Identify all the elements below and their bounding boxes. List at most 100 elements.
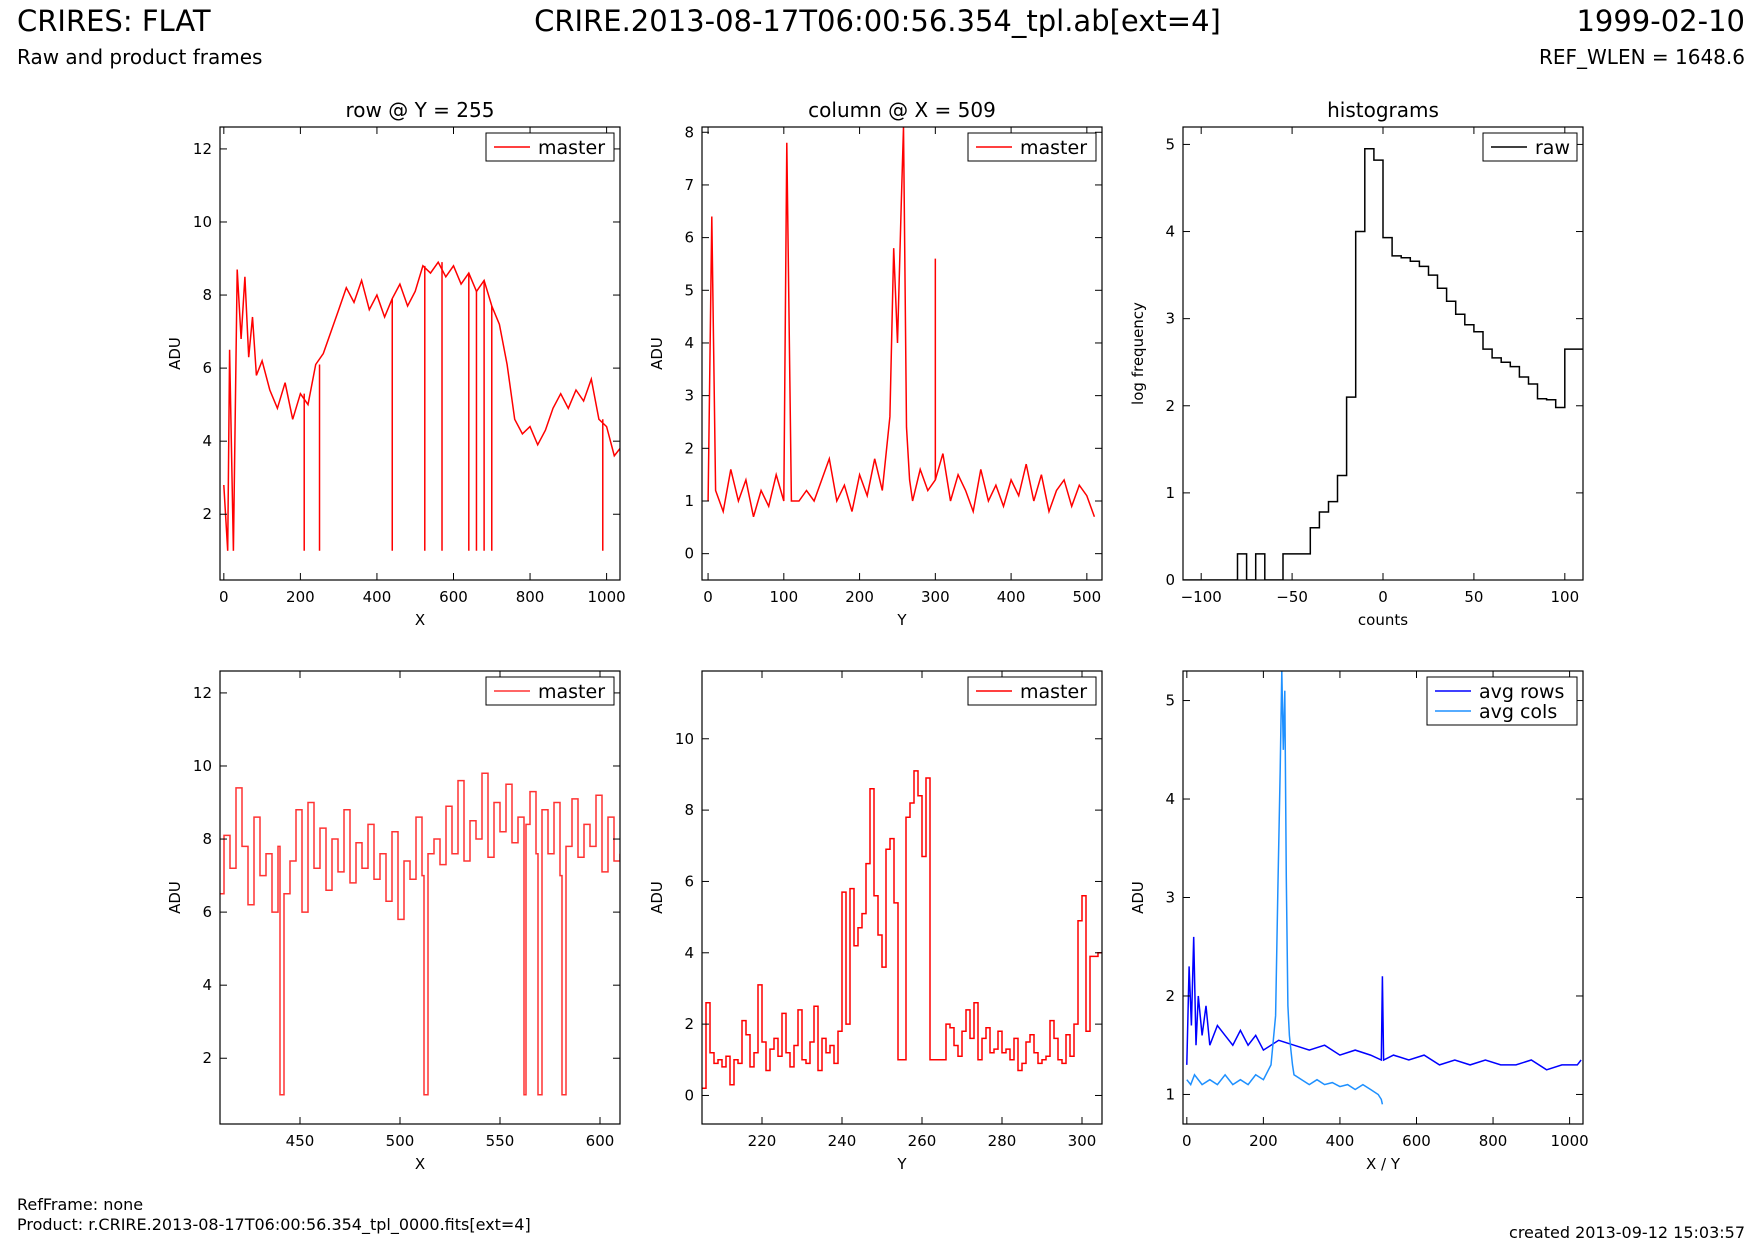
series-line-avg-rows [1186, 936, 1582, 1071]
x-tick-label: 500 [1073, 588, 1102, 606]
y-tick-label: 3 [1165, 310, 1175, 328]
chart-row-zoom: 450 500 550 600 2 4 6 8 10 12 X ADU master [166, 670, 621, 1173]
series-line-master [707, 127, 1096, 518]
x-axis-label: Y [896, 1155, 907, 1173]
y-tick-label: 10 [675, 730, 694, 748]
x-tick-label: 200 [286, 588, 315, 606]
y-tick-label: 4 [1165, 790, 1175, 808]
y-tick-label: 4 [202, 976, 212, 994]
x-tick-label: 300 [1068, 1132, 1097, 1150]
x-tick-label: 100 [769, 588, 798, 606]
legend-label: avg rows [1479, 681, 1564, 703]
x-tick-label: 0 [1182, 1132, 1192, 1150]
y-tick-label: 3 [1165, 889, 1175, 907]
x-tick-label: −50 [1276, 588, 1308, 606]
x-tick-label: 400 [1326, 1132, 1355, 1150]
x-tick-label: 200 [845, 588, 874, 606]
plot-frame [219, 670, 621, 1125]
x-axis-label: X / Y [1366, 1155, 1401, 1173]
x-tick-label: 800 [1479, 1132, 1508, 1150]
legend-label: master [1020, 681, 1087, 703]
y-tick-label: 10 [193, 213, 212, 231]
y-tick-label: 5 [1165, 692, 1175, 710]
x-tick-label: 600 [586, 1132, 615, 1150]
x-axis-label: X [415, 611, 425, 629]
x-tick-label: 1000 [1551, 1132, 1589, 1150]
chart-column-raw: 0 100 200 300 400 500 0 1 2 3 4 5 6 7 8 column @ X = 50… [648, 98, 1103, 629]
plot-frame [701, 126, 1103, 581]
y-tick-label: 2 [202, 1049, 212, 1067]
x-axis-label: counts [1358, 611, 1408, 629]
y-tick-label: 2 [684, 1015, 694, 1033]
chart-column-zoom: 220 240 260 280 300 0 2 4 6 8 10 Y ADU master [648, 670, 1103, 1173]
x-tick-label: 0 [219, 588, 229, 606]
x-tick-label: 50 [1464, 588, 1483, 606]
y-tick-label: 2 [1165, 397, 1175, 415]
y-tick-label: 3 [684, 387, 694, 405]
y-tick-label: 0 [684, 545, 694, 563]
y-tick-label: 2 [1165, 987, 1175, 1005]
x-tick-label: 200 [1249, 1132, 1278, 1150]
x-tick-label: 100 [1550, 588, 1579, 606]
y-axis-label: ADU [648, 337, 666, 370]
created-label: created 2013-09-12 15:03:57 [1509, 1223, 1745, 1242]
chart-title: row @ Y = 255 [346, 98, 495, 122]
legend-label: master [1020, 137, 1087, 159]
legend-label: master [538, 137, 605, 159]
y-tick-label: 6 [684, 229, 694, 247]
y-tick-label: 4 [202, 432, 212, 450]
y-tick-label: 6 [202, 903, 212, 921]
y-tick-label: 2 [684, 439, 694, 457]
y-tick-label: 10 [193, 757, 212, 775]
y-tick-label: 8 [202, 286, 212, 304]
page-title: CRIRES: FLAT [17, 4, 211, 38]
x-tick-label: 240 [828, 1132, 857, 1150]
y-tick-label: 7 [684, 176, 694, 194]
x-tick-label: 220 [748, 1132, 777, 1150]
product-label: Product: r.CRIRE.2013-08-17T06:00:56.354… [17, 1215, 531, 1234]
series-line-master [702, 770, 1102, 1090]
x-axis-label: X [415, 1155, 425, 1173]
plot-frame [701, 670, 1103, 1125]
x-tick-label: 400 [363, 588, 392, 606]
x-tick-label: 1000 [588, 588, 626, 606]
series-line-raw [1183, 148, 1583, 580]
series-line-avg-cols [1186, 671, 1384, 1105]
chart-title: column @ X = 509 [808, 98, 996, 122]
chart-title: histograms [1327, 98, 1439, 122]
x-tick-label: 400 [997, 588, 1026, 606]
y-tick-label: 1 [684, 492, 694, 510]
x-tick-label: 600 [439, 588, 468, 606]
y-tick-label: 8 [684, 123, 694, 141]
x-tick-label: 280 [988, 1132, 1017, 1150]
y-tick-label: 5 [1165, 135, 1175, 153]
y-axis-label: log frequency [1129, 302, 1147, 405]
y-tick-label: 6 [202, 359, 212, 377]
y-tick-label: 2 [202, 505, 212, 523]
y-tick-label: 4 [684, 944, 694, 962]
refframe-label: RefFrame: none [17, 1195, 144, 1214]
y-tick-label: 0 [684, 1086, 694, 1104]
y-tick-label: 6 [684, 872, 694, 890]
x-axis-label: Y [896, 611, 907, 629]
y-axis-label: ADU [166, 881, 184, 914]
chart-histograms: −100 −50 0 50 100 0 1 2 3 4 5 histograms counts log f… [1129, 98, 1584, 629]
y-axis-label: ADU [166, 337, 184, 370]
x-tick-label: 300 [921, 588, 950, 606]
chart-averages: 0 200 400 600 800 1000 1 2 3 4 5 X / Y ADU avg rowsav… [1129, 670, 1589, 1173]
y-tick-label: 4 [684, 334, 694, 352]
page-subtitle: Raw and product frames [17, 45, 263, 69]
y-tick-label: 0 [1165, 571, 1175, 589]
legend-label: raw [1535, 137, 1570, 159]
x-tick-label: 500 [386, 1132, 415, 1150]
series-line-master [220, 772, 620, 1096]
y-tick-label: 12 [193, 684, 212, 702]
y-tick-label: 4 [1165, 223, 1175, 241]
x-tick-label: 600 [1402, 1132, 1431, 1150]
y-tick-label: 1 [1165, 1085, 1175, 1103]
file-title: CRIRE.2013-08-17T06:00:56.354_tpl.ab[ext… [534, 4, 1221, 38]
y-tick-label: 8 [202, 830, 212, 848]
x-tick-label: 800 [516, 588, 545, 606]
x-tick-label: 450 [286, 1132, 315, 1150]
